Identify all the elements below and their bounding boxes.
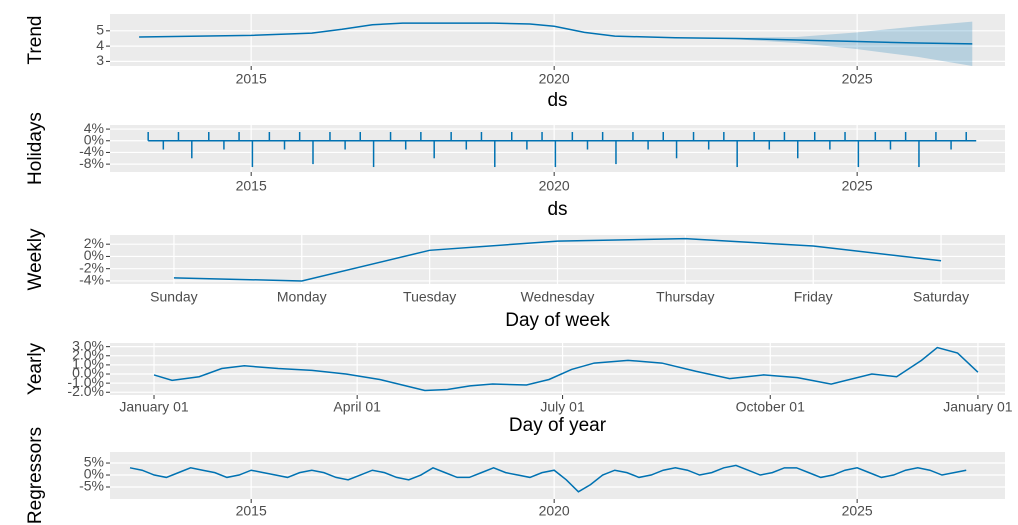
- x-tick-label: July 01: [540, 399, 585, 415]
- y-tick-label: -2.0%: [67, 383, 104, 399]
- x-tick-label: October 01: [736, 399, 805, 415]
- y-tick-label: -4%: [79, 143, 104, 159]
- x-tick-label: 2015: [236, 503, 267, 519]
- y-tick-label: -2%: [79, 259, 104, 275]
- x-tick-label: April 01: [333, 399, 381, 415]
- x-tick-label: Friday: [794, 289, 833, 305]
- x-tick-label: Saturday: [913, 289, 969, 305]
- y-tick-label: 3.0%: [72, 337, 104, 353]
- y-tick-label: -5%: [79, 478, 104, 494]
- y-tick-label: 0.0%: [72, 365, 104, 381]
- x-tick-label: 2020: [539, 503, 570, 519]
- x-tick-label: 2025: [842, 178, 873, 194]
- y-tick-label: 1.0%: [72, 356, 104, 372]
- x-tick-label: 2015: [236, 178, 267, 194]
- y-tick-label: -4%: [79, 272, 104, 288]
- x-axis-title: ds: [547, 90, 567, 111]
- x-tick-label: 2020: [539, 71, 570, 87]
- y-tick-label: 3: [96, 52, 104, 68]
- x-tick-label: 2025: [842, 71, 873, 87]
- y-tick-label: 4: [96, 37, 104, 53]
- x-tick-label: Thursday: [656, 289, 714, 305]
- y-tick-label: 5%: [84, 454, 104, 470]
- y-axis-title: Weekly: [25, 228, 46, 290]
- y-tick-label: 0%: [84, 131, 104, 147]
- x-axis-title: Day of week: [505, 310, 610, 331]
- y-tick-label: -1.0%: [67, 374, 104, 390]
- uncertainty-band: [139, 21, 973, 67]
- x-axis-title: ds: [547, 199, 567, 220]
- x-tick-label: January 01: [119, 399, 188, 415]
- y-axis-title: Yearly: [25, 342, 46, 395]
- y-tick-label: 0%: [84, 466, 104, 482]
- x-tick-label: 2025: [842, 503, 873, 519]
- line: [129, 464, 967, 493]
- panel-background: [110, 343, 1005, 395]
- y-tick-label: 5: [96, 22, 104, 38]
- y-axis-title: Regressors: [25, 427, 46, 524]
- panel-background: [110, 14, 1005, 66]
- y-tick-label: 2.0%: [72, 346, 104, 362]
- x-tick-label: Wednesday: [521, 289, 595, 305]
- panel-background: [110, 125, 1005, 172]
- x-axis-title: Day of year: [509, 415, 607, 436]
- x-tick-label: 2015: [236, 71, 267, 87]
- x-tick-label: 2020: [539, 178, 570, 194]
- x-tick-label: January 01: [943, 399, 1012, 415]
- line: [139, 22, 973, 45]
- y-axis-title: Holidays: [25, 112, 46, 185]
- x-tick-label: Tuesday: [403, 289, 456, 305]
- line: [173, 237, 942, 282]
- y-tick-label: 4%: [84, 120, 104, 136]
- x-tick-label: Monday: [277, 289, 327, 305]
- x-tick-label: Sunday: [150, 289, 197, 305]
- y-tick-label: -8%: [79, 155, 104, 171]
- y-axis-title: Trend: [25, 16, 46, 65]
- y-tick-label: 2%: [84, 235, 104, 251]
- line: [153, 346, 979, 392]
- y-tick-label: 0%: [84, 247, 104, 263]
